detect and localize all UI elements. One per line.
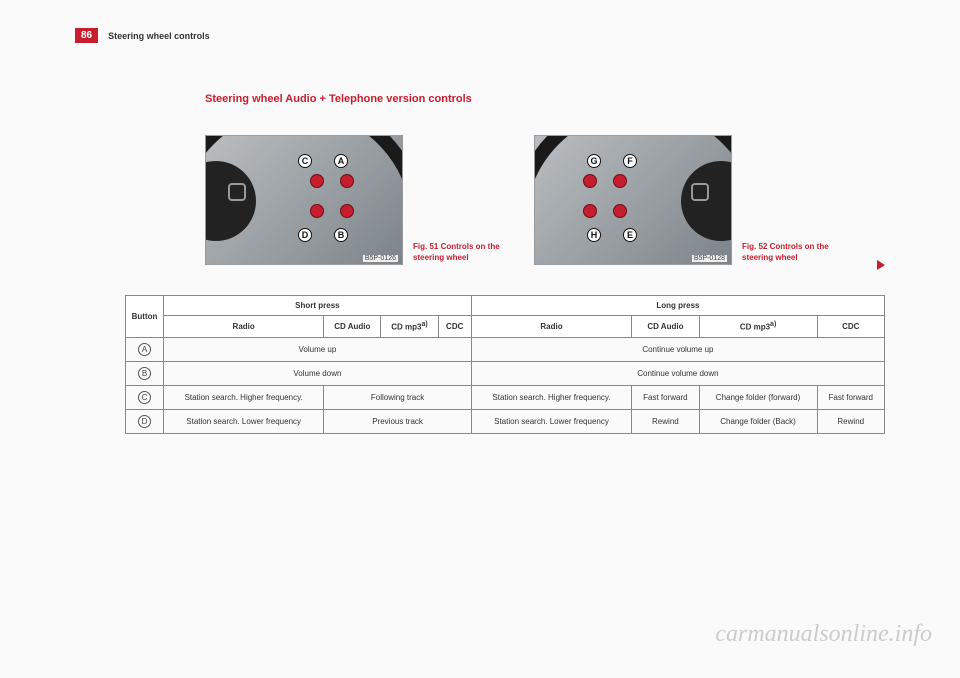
table-header-row-1: Button Short press Long press <box>126 296 885 316</box>
table-header-row-2: Radio CD Audio CD mp3a) CDC Radio CD Aud… <box>126 316 885 338</box>
th-lp-cdc: CDC <box>817 316 885 338</box>
figure-51-image: C A D B B5P-0126 <box>205 135 403 265</box>
cell-d-lp-cdmp3: Change folder (Back) <box>699 409 817 433</box>
table-row-a: A Volume up Continue volume up <box>126 337 885 361</box>
controls-table: Button Short press Long press Radio CD A… <box>125 295 885 434</box>
figure-52-caption: Fig. 52 Controls on the steering wheel <box>742 242 837 265</box>
th-sp-cdmp3: CD mp3a) <box>381 316 438 338</box>
figure-52-code: B5P-0128 <box>692 255 727 262</box>
figures-row: C A D B B5P-0126 Fig. 51 Controls on the… <box>205 135 885 265</box>
cell-d-sp-radio: Station search. Lower frequency <box>164 409 324 433</box>
label-c: C <box>298 154 312 168</box>
label-a: A <box>334 154 348 168</box>
cell-c-lp-cdaudio: Fast forward <box>632 385 699 409</box>
section-title: Steering wheel controls <box>108 31 210 41</box>
label-f: F <box>623 154 637 168</box>
th-short-press: Short press <box>164 296 472 316</box>
cell-d-lp-radio: Station search. Lower frequency <box>471 409 631 433</box>
cell-c-lp-cdmp3: Change folder (forward) <box>699 385 817 409</box>
th-sp-radio: Radio <box>164 316 324 338</box>
th-sp-cdaudio: CD Audio <box>324 316 381 338</box>
cell-d-lp-cdc: Rewind <box>817 409 885 433</box>
cell-d-sp-rest: Previous track <box>324 409 471 433</box>
cell-c-lp-radio: Station search. Higher frequency. <box>471 385 631 409</box>
th-button: Button <box>126 296 164 338</box>
cell-c-sp-rest: Following track <box>324 385 471 409</box>
th-lp-radio: Radio <box>471 316 631 338</box>
table-row-c: C Station search. Higher frequency. Foll… <box>126 385 885 409</box>
cell-c-sp-radio: Station search. Higher frequency. <box>164 385 324 409</box>
label-e: E <box>623 228 637 242</box>
th-long-press: Long press <box>471 296 884 316</box>
watermark-text: carmanualsonline.info <box>715 621 932 648</box>
label-h: H <box>587 228 601 242</box>
cell-btn-a: A <box>126 337 164 361</box>
page-container: 86 Steering wheel controls Steering whee… <box>75 0 885 434</box>
th-sp-cdc: CDC <box>438 316 471 338</box>
continue-arrow-icon <box>877 260 885 270</box>
cell-d-lp-cdaudio: Rewind <box>632 409 699 433</box>
cell-a-long: Continue volume up <box>471 337 884 361</box>
label-b: B <box>334 228 348 242</box>
figure-51: C A D B B5P-0126 Fig. 51 Controls on the… <box>205 135 508 265</box>
label-d: D <box>298 228 312 242</box>
figure-52-image: G F H E B5P-0128 <box>534 135 732 265</box>
cell-a-short: Volume up <box>164 337 472 361</box>
th-lp-cdmp3: CD mp3a) <box>699 316 817 338</box>
table-row-d: D Station search. Lower frequency Previo… <box>126 409 885 433</box>
cell-c-lp-cdc: Fast forward <box>817 385 885 409</box>
cell-b-long: Continue volume down <box>471 361 884 385</box>
page-header: 86 Steering wheel controls <box>75 28 885 43</box>
cell-btn-c: C <box>126 385 164 409</box>
sub-heading: Steering wheel Audio + Telephone version… <box>205 93 885 105</box>
th-lp-cdaudio: CD Audio <box>632 316 699 338</box>
figure-51-caption: Fig. 51 Controls on the steering wheel <box>413 242 508 265</box>
figure-52: G F H E B5P-0128 Fig. 52 Controls on the… <box>534 135 837 265</box>
page-number-badge: 86 <box>75 28 98 43</box>
cell-btn-d: D <box>126 409 164 433</box>
cell-btn-b: B <box>126 361 164 385</box>
figure-51-code: B5P-0126 <box>363 255 398 262</box>
table-row-b: B Volume down Continue volume down <box>126 361 885 385</box>
cell-b-short: Volume down <box>164 361 472 385</box>
label-g: G <box>587 154 601 168</box>
